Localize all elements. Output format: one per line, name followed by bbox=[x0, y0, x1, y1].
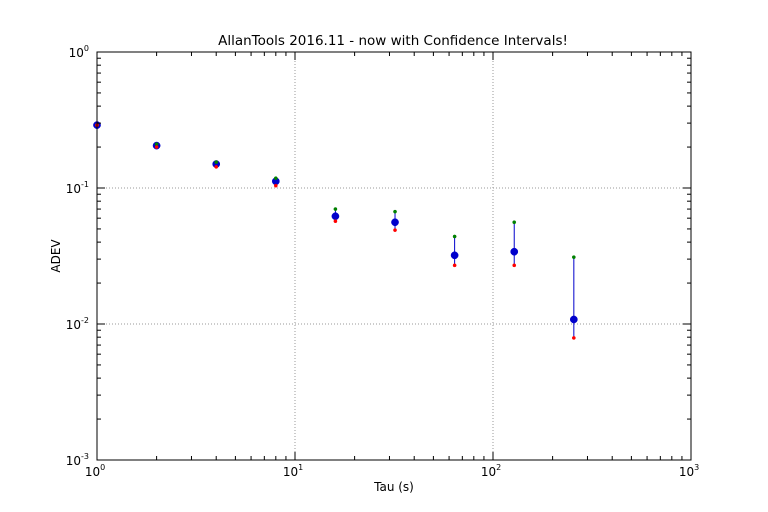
lower-ci-point bbox=[393, 228, 397, 232]
y-tick-label: 100 bbox=[69, 44, 89, 60]
adev-data-point bbox=[450, 251, 459, 260]
upper-ci-point bbox=[214, 160, 219, 164]
adev-data-point bbox=[391, 218, 399, 227]
upper-ci-point bbox=[571, 255, 576, 260]
x-axis-label: Tau (s) bbox=[374, 480, 414, 494]
adev-data-point bbox=[510, 247, 519, 256]
adev-data-point bbox=[331, 212, 340, 221]
x-tick-label: 101 bbox=[283, 463, 303, 479]
lower-ci-point bbox=[333, 219, 338, 224]
x-tick-label: 103 bbox=[679, 463, 699, 479]
chart-title: AllanTools 2016.11 - now with Confidence… bbox=[218, 33, 568, 49]
error-bar-layer bbox=[156, 144, 575, 338]
upper-ci-point bbox=[512, 220, 517, 225]
upper-ci-point bbox=[333, 207, 338, 211]
tick-label-layer: 100 101 102 103 10-3 10-2 10-1 100 bbox=[66, 44, 699, 479]
lower-ci-point bbox=[214, 165, 219, 169]
lower-ci-point bbox=[273, 183, 278, 188]
upper-ci-point bbox=[452, 234, 457, 239]
lower-ci-point bbox=[512, 263, 517, 268]
series-layer bbox=[93, 121, 578, 340]
upper-ci-point bbox=[393, 209, 397, 214]
y-axis-label: ADEV bbox=[49, 239, 63, 273]
y-tick-label: 10-2 bbox=[66, 316, 89, 332]
grid-layer bbox=[97, 52, 691, 460]
x-tick-label: 100 bbox=[85, 463, 105, 479]
y-tick-label: 10-3 bbox=[66, 452, 89, 468]
lower-ci-point bbox=[452, 263, 457, 268]
x-tick-label: 102 bbox=[481, 463, 501, 479]
tick-layer bbox=[96, 51, 692, 461]
lower-ci-point bbox=[571, 336, 576, 340]
y-tick-label: 10-1 bbox=[66, 180, 89, 196]
plot-area-frame bbox=[96, 51, 692, 461]
adev-data-point bbox=[569, 315, 578, 324]
upper-ci-point bbox=[273, 176, 278, 181]
lower-ci-point bbox=[154, 145, 159, 149]
